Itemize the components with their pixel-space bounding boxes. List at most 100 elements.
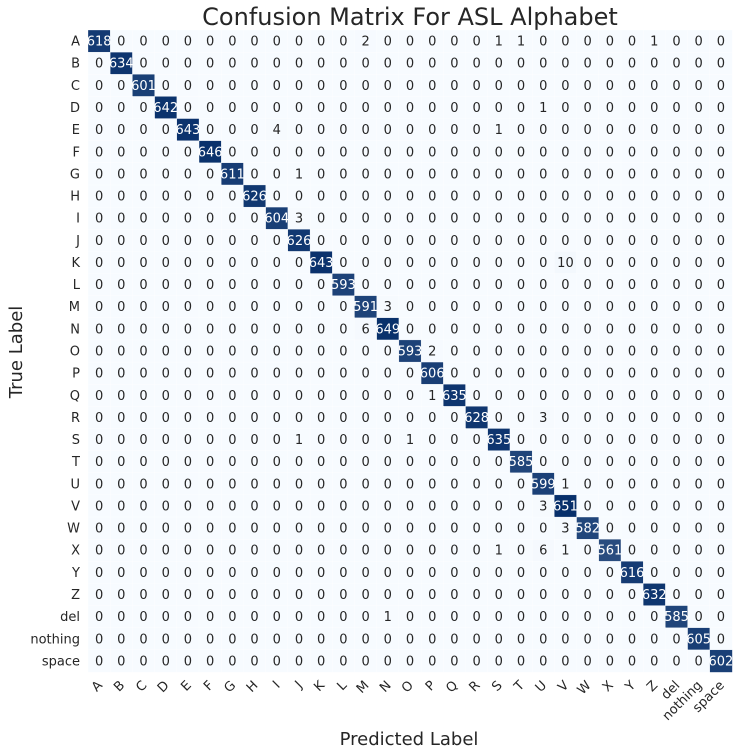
cell-value-nothing-J: 0 bbox=[295, 632, 303, 647]
cell-value-O-Q: 0 bbox=[450, 345, 458, 360]
cell-value-Y-Q: 0 bbox=[450, 566, 458, 581]
cell-value-W-Z: 0 bbox=[650, 522, 658, 537]
cell-value-Z-del: 0 bbox=[672, 588, 680, 603]
cell-value-nothing-E: 0 bbox=[184, 632, 192, 647]
cell-value-del-B: 0 bbox=[117, 610, 125, 625]
cell-value-P-nothing: 0 bbox=[695, 367, 703, 382]
cell-value-I-D: 0 bbox=[162, 212, 170, 227]
cell-value-Y-K: 0 bbox=[317, 566, 325, 581]
cell-value-X-I: 0 bbox=[273, 544, 281, 559]
cell-value-Z-E: 0 bbox=[184, 588, 192, 603]
cell-value-space-O: 0 bbox=[406, 654, 414, 669]
cell-value-P-D: 0 bbox=[162, 367, 170, 382]
cell-value-Y-F: 0 bbox=[206, 566, 214, 581]
cell-value-H-del: 0 bbox=[672, 190, 680, 205]
cell-value-Y-B: 0 bbox=[117, 566, 125, 581]
cell-value-T-C: 0 bbox=[139, 455, 147, 470]
cell-value-D-V: 0 bbox=[561, 101, 569, 116]
cell-value-U-W: 0 bbox=[584, 477, 592, 492]
cell-value-S-J: 1 bbox=[295, 433, 303, 448]
cell-value-H-Z: 0 bbox=[650, 190, 658, 205]
cell-value-B-M: 0 bbox=[361, 57, 369, 72]
cell-value-A-E: 0 bbox=[184, 35, 192, 50]
cell-value-E-P: 0 bbox=[428, 123, 436, 138]
cell-value-N-B: 0 bbox=[117, 322, 125, 337]
cell-value-del-J: 0 bbox=[295, 610, 303, 625]
cell-value-V-X: 0 bbox=[606, 499, 614, 514]
cell-value-S-W: 0 bbox=[584, 433, 592, 448]
cell-value-V-R: 0 bbox=[472, 499, 480, 514]
cell-value-V-F: 0 bbox=[206, 499, 214, 514]
cell-value-M-Q: 0 bbox=[450, 300, 458, 315]
cell-value-nothing-L: 0 bbox=[339, 632, 347, 647]
cell-value-J-Y: 0 bbox=[628, 234, 636, 249]
cell-value-K-Q: 0 bbox=[450, 256, 458, 271]
cell-value-del-R: 0 bbox=[472, 610, 480, 625]
cell-value-I-Y: 0 bbox=[628, 212, 636, 227]
y-tick-Y: Y bbox=[71, 566, 80, 581]
cell-value-G-J: 1 bbox=[295, 167, 303, 182]
cell-value-E-B: 0 bbox=[117, 123, 125, 138]
cell-value-X-T: 0 bbox=[517, 544, 525, 559]
cell-value-I-del: 0 bbox=[672, 212, 680, 227]
cell-value-J-Z: 0 bbox=[650, 234, 658, 249]
cell-value-G-X: 0 bbox=[606, 167, 614, 182]
cell-value-A-U: 0 bbox=[539, 35, 547, 50]
cell-value-H-J: 0 bbox=[295, 190, 303, 205]
cell-value-Z-L: 0 bbox=[339, 588, 347, 603]
cell-value-R-G: 0 bbox=[228, 411, 236, 426]
cell-value-O-S: 0 bbox=[495, 345, 503, 360]
cell-value-T-S: 0 bbox=[495, 455, 503, 470]
cell-value-E-T: 0 bbox=[517, 123, 525, 138]
cell-value-I-P: 0 bbox=[428, 212, 436, 227]
cell-value-K-R: 0 bbox=[472, 256, 480, 271]
cell-value-Q-H: 0 bbox=[250, 389, 258, 404]
cell-value-nothing-N: 0 bbox=[384, 632, 392, 647]
y-tick-J: J bbox=[75, 234, 80, 249]
y-tick-O: O bbox=[70, 345, 80, 360]
cell-value-L-L: 593 bbox=[331, 278, 356, 293]
cell-value-K-T: 0 bbox=[517, 256, 525, 271]
cell-value-P-C: 0 bbox=[139, 367, 147, 382]
cell-value-U-D: 0 bbox=[162, 477, 170, 492]
cell-value-V-J: 0 bbox=[295, 499, 303, 514]
cell-value-Y-space: 0 bbox=[717, 566, 725, 581]
cell-value-B-N: 0 bbox=[384, 57, 392, 72]
cell-value-Q-E: 0 bbox=[184, 389, 192, 404]
cell-value-O-H: 0 bbox=[250, 345, 258, 360]
cell-value-R-A: 0 bbox=[95, 411, 103, 426]
cell-value-N-T: 0 bbox=[517, 322, 525, 337]
cell-value-G-del: 0 bbox=[672, 167, 680, 182]
cell-value-N-R: 0 bbox=[472, 322, 480, 337]
cell-value-C-C: 601 bbox=[131, 79, 156, 94]
cell-value-Q-M: 0 bbox=[361, 389, 369, 404]
cell-value-Z-B: 0 bbox=[117, 588, 125, 603]
cell-value-nothing-T: 0 bbox=[517, 632, 525, 647]
cell-value-C-F: 0 bbox=[206, 79, 214, 94]
cell-value-del-I: 0 bbox=[273, 610, 281, 625]
cell-value-M-X: 0 bbox=[606, 300, 614, 315]
cell-value-X-P: 0 bbox=[428, 544, 436, 559]
cell-value-V-E: 0 bbox=[184, 499, 192, 514]
cell-value-Y-H: 0 bbox=[250, 566, 258, 581]
cell-value-C-del: 0 bbox=[672, 79, 680, 94]
cell-value-K-F: 0 bbox=[206, 256, 214, 271]
cell-value-Z-D: 0 bbox=[162, 588, 170, 603]
cell-value-W-D: 0 bbox=[162, 522, 170, 537]
cell-value-T-D: 0 bbox=[162, 455, 170, 470]
cell-value-B-C: 0 bbox=[139, 57, 147, 72]
cell-value-E-H: 0 bbox=[250, 123, 258, 138]
cell-value-H-D: 0 bbox=[162, 190, 170, 205]
cell-value-O-I: 0 bbox=[273, 345, 281, 360]
cell-value-P-X: 0 bbox=[606, 367, 614, 382]
cell-value-T-Z: 0 bbox=[650, 455, 658, 470]
cell-value-C-U: 0 bbox=[539, 79, 547, 94]
cell-value-M-V: 0 bbox=[561, 300, 569, 315]
cell-value-K-Z: 0 bbox=[650, 256, 658, 271]
cell-value-R-Q: 0 bbox=[450, 411, 458, 426]
cell-value-Z-J: 0 bbox=[295, 588, 303, 603]
cell-value-nothing-V: 0 bbox=[561, 632, 569, 647]
cell-value-Q-I: 0 bbox=[273, 389, 281, 404]
cell-value-J-T: 0 bbox=[517, 234, 525, 249]
cell-value-nothing-del: 0 bbox=[672, 632, 680, 647]
